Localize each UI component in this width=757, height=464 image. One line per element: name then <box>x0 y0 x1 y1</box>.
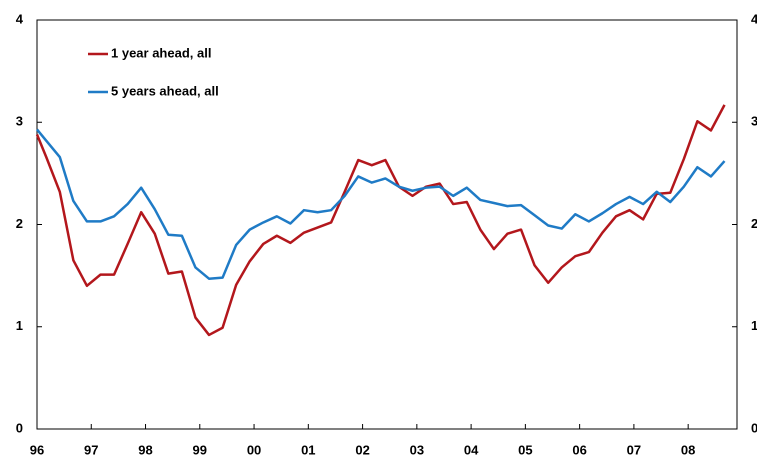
y2-tick-label: 3 <box>751 114 757 129</box>
y2-tick-label: 4 <box>751 11 757 26</box>
legend-label: 5 years ahead, all <box>111 83 219 98</box>
x-tick-label: 01 <box>301 442 315 457</box>
x-tick-label: 00 <box>247 442 261 457</box>
legend-label: 1 year ahead, all <box>111 45 211 60</box>
x-tick-label: 98 <box>138 442 152 457</box>
y-tick-label: 0 <box>16 420 23 435</box>
x-tick-label: 04 <box>464 442 479 457</box>
x-tick-label: 06 <box>572 442 586 457</box>
y2-tick-label: 1 <box>751 318 757 333</box>
x-tick-label: 08 <box>681 442 695 457</box>
x-tick-label: 97 <box>84 442 98 457</box>
x-tick-label: 96 <box>30 442 44 457</box>
y2-tick-label: 0 <box>751 420 757 435</box>
series-line <box>36 128 726 280</box>
y2-tick-label: 2 <box>751 216 757 231</box>
x-tick-label: 03 <box>410 442 424 457</box>
y-tick-label: 1 <box>16 318 23 333</box>
series-line <box>35 104 726 337</box>
x-tick-label: 02 <box>355 442 369 457</box>
y-tick-label: 2 <box>16 216 23 231</box>
x-tick-label: 99 <box>193 442 207 457</box>
plot-frame <box>36 19 738 430</box>
x-tick-label: 07 <box>627 442 641 457</box>
x-tick-label: 05 <box>518 442 532 457</box>
y-tick-label: 3 <box>16 114 23 129</box>
y-tick-label: 4 <box>16 11 24 26</box>
